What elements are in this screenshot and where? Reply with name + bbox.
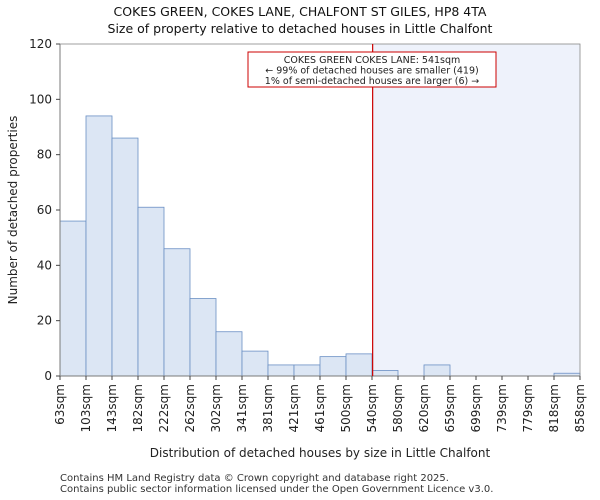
x-tick-label: 739sqm — [495, 384, 509, 432]
histogram-chart: 0 20 40 60 80 100 120 63sqm 103sqm 143sqm 182sqm 2… — [6, 37, 587, 460]
chart-subtitle: Size of property relative to detached ho… — [107, 21, 493, 36]
x-tick-label: 143sqm — [105, 384, 119, 432]
annotation-line-3: 1% of semi-detached houses are larger (6… — [265, 76, 479, 87]
bar-620sqm — [423, 364, 451, 377]
bar-540sqm — [371, 370, 399, 377]
y-tick-label: 120 — [29, 37, 52, 51]
x-tick-label: 500sqm — [339, 384, 353, 432]
footer-line-2: Contains public sector information licen… — [60, 484, 494, 495]
y-tick-label: 40 — [37, 258, 52, 272]
bar-182sqm — [137, 206, 165, 377]
bar-302sqm — [215, 331, 243, 377]
bar-63sqm — [59, 220, 87, 377]
bar-461sqm — [319, 356, 347, 377]
bar-341sqm — [241, 350, 269, 377]
x-tick-label: 302sqm — [209, 384, 223, 432]
bar-381sqm — [267, 364, 295, 377]
bars-group — [59, 115, 581, 377]
x-tick-label: 461sqm — [313, 384, 327, 432]
y-tick-label: 60 — [37, 203, 52, 217]
x-tick-label: 381sqm — [261, 384, 275, 432]
bar-421sqm — [293, 364, 321, 377]
x-tick-label: 421sqm — [287, 384, 301, 432]
bar-143sqm — [111, 137, 139, 377]
x-tick-label: 779sqm — [521, 384, 535, 432]
x-ticks-group: 63sqm 103sqm 143sqm 182sqm 222sqm 262sqm 302sq… — [53, 376, 587, 432]
x-tick-label: 222sqm — [157, 384, 171, 432]
bar-500sqm — [345, 353, 373, 377]
x-tick-label: 262sqm — [183, 384, 197, 432]
x-tick-label: 580sqm — [391, 384, 405, 432]
larger-region-shade — [372, 44, 580, 376]
y-tick-label: 20 — [37, 314, 52, 328]
chart-title: COKES GREEN, COKES LANE, CHALFONT ST GIL… — [113, 4, 487, 19]
bar-103sqm — [85, 115, 113, 377]
y-tick-label: 80 — [37, 148, 52, 162]
x-tick-label: 818sqm — [547, 384, 561, 432]
x-tick-label: 63sqm — [53, 384, 67, 425]
x-tick-label: 103sqm — [79, 384, 93, 432]
bar-222sqm — [163, 248, 191, 377]
y-tick-label: 0 — [44, 369, 52, 383]
x-tick-label: 858sqm — [573, 384, 587, 432]
bar-262sqm — [189, 298, 217, 377]
x-tick-label: 699sqm — [469, 384, 483, 432]
x-tick-label: 182sqm — [131, 384, 145, 432]
annotation-line-1: COKES GREEN COKES LANE: 541sqm — [284, 55, 461, 66]
x-tick-label: 341sqm — [235, 384, 249, 432]
x-tick-label: 659sqm — [443, 384, 457, 432]
x-axis-label: Distribution of detached houses by size … — [150, 446, 491, 460]
annotation-box — [247, 51, 497, 88]
y-ticks-group: 0 20 40 60 80 100 120 — [29, 37, 60, 383]
y-tick-label: 100 — [29, 92, 52, 106]
y-axis-label: Number of detached properties — [6, 116, 20, 305]
footer-line-1: Contains HM Land Registry data © Crown c… — [60, 473, 449, 484]
x-tick-label: 540sqm — [365, 384, 379, 432]
annotation-line-2: ← 99% of detached houses are smaller (41… — [265, 66, 478, 77]
x-tick-label: 620sqm — [417, 384, 431, 432]
